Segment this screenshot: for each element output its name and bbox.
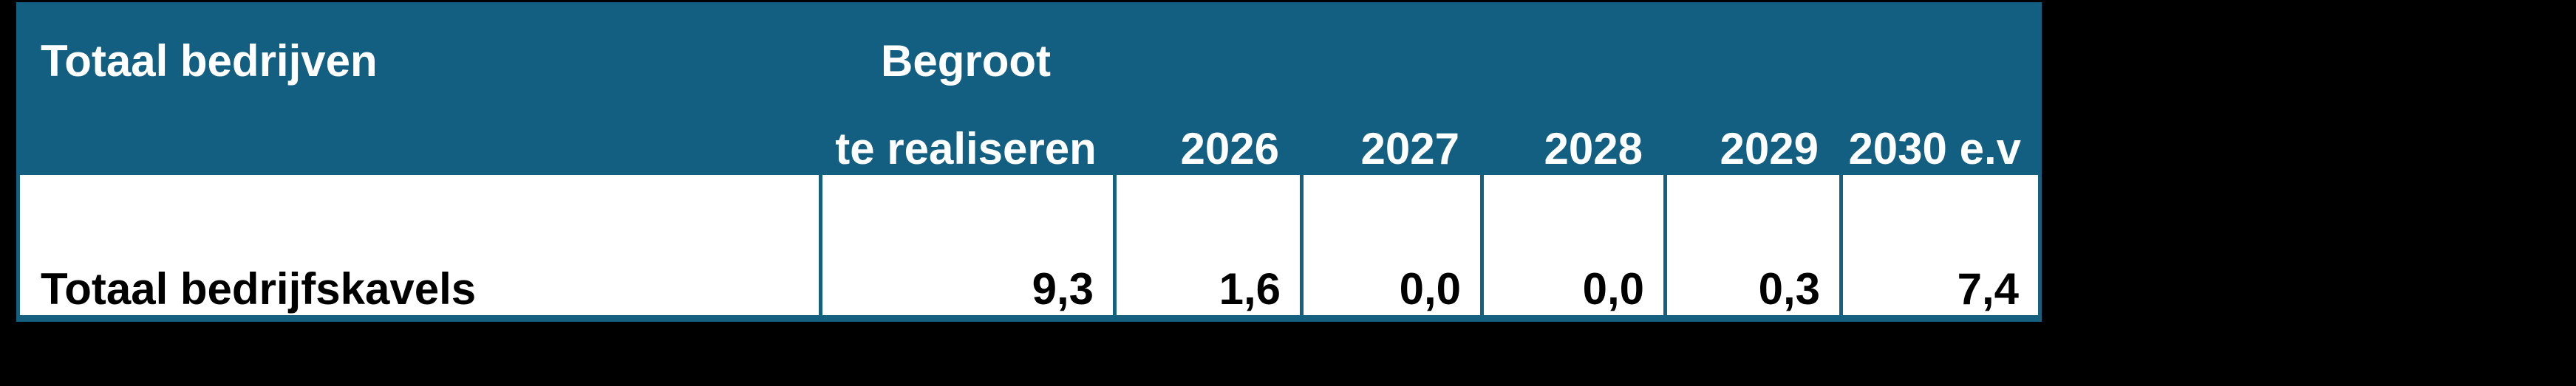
- header-year-2026-cell: 2026: [1113, 87, 1300, 175]
- table-row: Totaal bedrijfskavels 9,3 1,6 0,0 0,0 0,…: [16, 175, 2042, 315]
- value-te-realiseren-cell: 9,3: [819, 175, 1113, 315]
- header-begroot-label: Begroot: [881, 36, 1051, 86]
- row-label: Totaal bedrijfskavels: [41, 264, 477, 314]
- cell-value: 0,0: [1582, 264, 1644, 314]
- header-year-label: 2026: [1180, 124, 1279, 173]
- cell-value: 0,0: [1399, 264, 1461, 314]
- cell-value: 9,3: [1032, 264, 1094, 314]
- value-2028-cell: 0,0: [1480, 175, 1663, 315]
- header-year-2030-cell: 2030 e.v: [1839, 87, 2042, 175]
- table-title: Totaal bedrijven: [41, 36, 378, 86]
- header-begroot-cell: Begroot: [819, 2, 1113, 87]
- value-2029-cell: 0,3: [1663, 175, 1839, 315]
- header-spacer-cell: [1480, 2, 1663, 87]
- header-year-label: 2029: [1720, 124, 1819, 173]
- header-year-2029-cell: 2029: [1663, 87, 1839, 175]
- header-spacer-cell: [1663, 2, 1839, 87]
- header-year-label: 2027: [1360, 124, 1459, 173]
- row-label-cell: Totaal bedrijfskavels: [16, 175, 819, 315]
- cell-value: 1,6: [1219, 264, 1281, 314]
- budget-table: Totaal bedrijven Begroot te realiseren 2…: [16, 2, 2042, 322]
- header-spacer-cell: [1839, 2, 2042, 87]
- header-spacer-cell: [1300, 2, 1480, 87]
- header-year-2028-cell: 2028: [1480, 87, 1663, 175]
- header-te-realiseren-cell: te realiseren: [819, 87, 1113, 175]
- value-2026-cell: 1,6: [1113, 175, 1300, 315]
- header-spacer-cell: [1113, 2, 1300, 87]
- value-2030-cell: 7,4: [1839, 175, 2042, 315]
- table-header-row-2: te realiseren 2026 2027 2028 2029 2030 e…: [16, 87, 2042, 175]
- value-2027-cell: 0,0: [1300, 175, 1480, 315]
- table-bottom-border: [16, 315, 2042, 322]
- header-spacer-cell: [16, 87, 819, 175]
- header-year-2027-cell: 2027: [1300, 87, 1480, 175]
- cell-value: 0,3: [1758, 264, 1820, 314]
- table-header-row-1: Totaal bedrijven Begroot: [16, 2, 2042, 87]
- header-te-realiseren-label: te realiseren: [835, 124, 1097, 173]
- header-year-label: 2028: [1544, 124, 1643, 173]
- header-year-label: 2030 e.v: [1848, 124, 2021, 173]
- cell-value: 7,4: [1957, 264, 2019, 314]
- header-title-cell: Totaal bedrijven: [16, 2, 819, 87]
